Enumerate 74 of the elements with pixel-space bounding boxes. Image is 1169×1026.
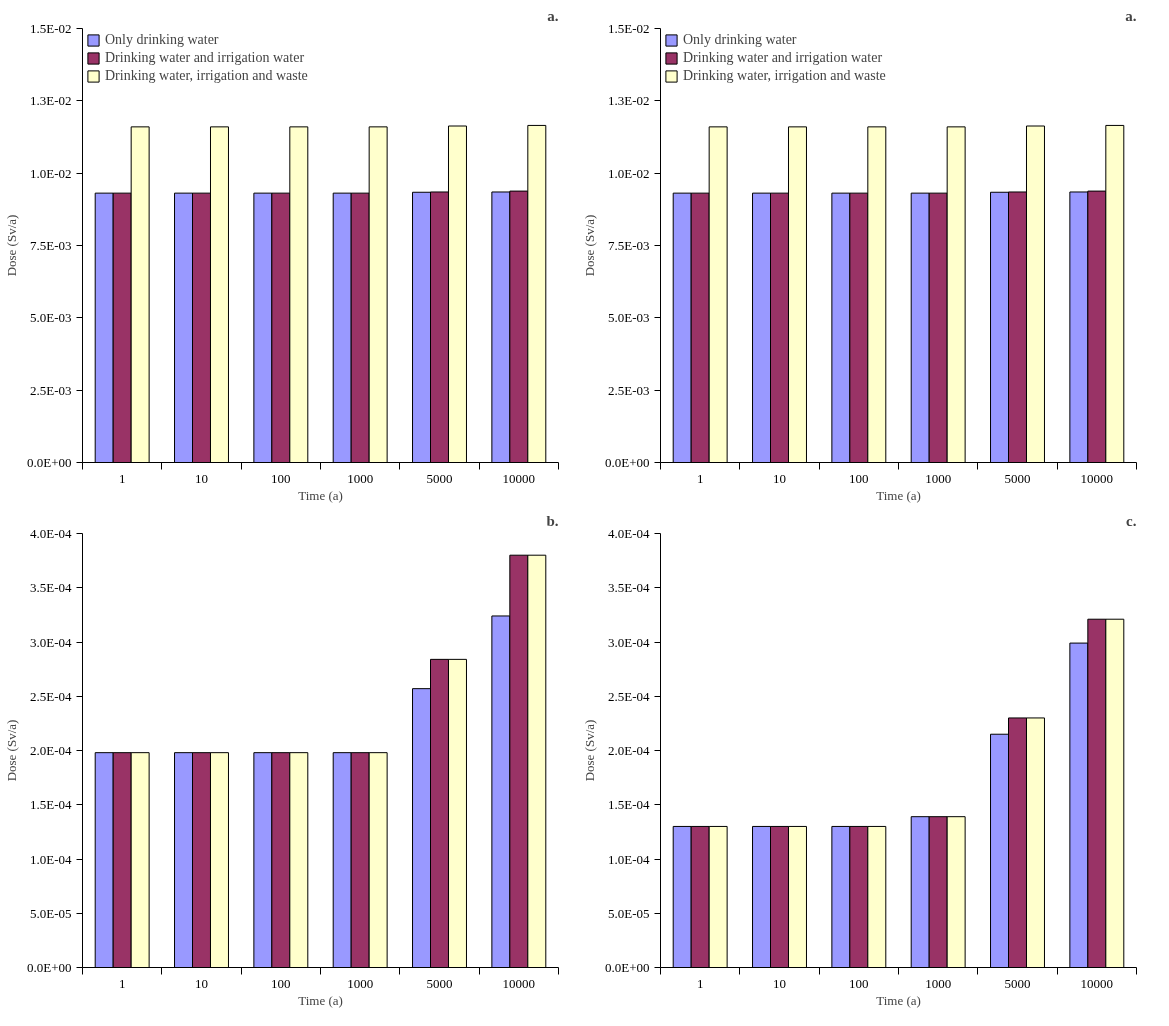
x-tick-label: 5000 [426,470,453,486]
y-tick-label: 3.5E-04 [607,580,650,596]
x-axis-title: Time (a) [876,992,921,1008]
x-tick-label: 1000 [347,470,374,486]
y-tick-label: 3.0E-04 [29,634,72,650]
y-tick-label: 7.5E-03 [607,238,650,253]
x-tick-label: 1000 [925,975,952,991]
y-tick-label: 0.0E+00 [604,455,650,470]
legend-label: Only drinking water [683,32,797,48]
y-tick-label: 5.0E-03 [607,310,650,326]
y-tick-label: 0.0E+00 [26,455,72,470]
y-tick-label: 5.0E-05 [607,905,650,921]
y-tick-label: 0.0E+00 [604,960,650,975]
x-tick-label: 100 [271,975,291,991]
chart-title: b. [546,512,559,529]
x-tick-label: 1 [118,975,126,991]
x-tick-label: 10000 [502,470,536,486]
y-axis-title: Dose (Sv/a) [3,214,19,277]
legend-label: Drinking water and irrigation water [683,50,883,66]
y-tick-label: 1.3E-02 [29,93,72,109]
y-tick-label: 2.0E-04 [607,743,650,758]
y-axis-title: Dose (Sv/a) [581,719,597,782]
x-tick-label: 10000 [502,975,536,991]
y-tick-label: 1.5E-02 [607,21,650,36]
y-tick-label: 5.0E-03 [29,310,72,326]
y-tick-label: 4.0E-04 [607,526,650,541]
y-tick-label: 2.0E-04 [29,743,72,758]
y-tick-label: 1.0E-02 [607,165,650,181]
x-axis-title: Time (a) [298,487,343,503]
y-tick-label: 1.5E-02 [29,21,72,36]
legend-label: Only drinking water [105,32,219,48]
y-tick-label: 2.5E-03 [29,382,72,398]
x-tick-label: 1 [118,470,126,486]
y-tick-label: 4.0E-04 [29,526,72,541]
x-axis-title: Time (a) [876,487,921,503]
y-axis-title: Dose (Sv/a) [3,719,19,782]
x-tick-label: 10 [773,975,786,991]
x-tick-label: 5000 [1004,975,1031,991]
y-axis-title: Dose (Sv/a) [581,214,597,277]
legend-label: Drinking water, irrigation and waste [105,68,308,84]
x-tick-label: 10 [195,470,208,486]
x-tick-label: 5000 [1004,470,1031,486]
legend-label: Drinking water, irrigation and waste [683,68,886,84]
legend-label: Drinking water and irrigation water [105,50,305,66]
x-axis-title: Time (a) [298,992,343,1008]
x-tick-label: 1 [696,975,704,991]
x-tick-label: 1000 [347,975,374,991]
y-tick-label: 0.0E+00 [26,960,72,975]
x-tick-label: 100 [849,975,869,991]
y-tick-label: 5.0E-05 [29,905,72,921]
y-tick-label: 1.0E-02 [29,165,72,181]
x-tick-label: 5000 [426,975,453,991]
y-tick-label: 3.5E-04 [29,580,72,596]
y-tick-label: 2.5E-04 [607,688,650,704]
y-tick-label: 7.5E-03 [29,238,72,253]
x-tick-label: 10000 [1080,975,1114,991]
x-tick-label: 10 [773,470,786,486]
y-tick-label: 1.3E-02 [607,93,650,109]
x-tick-label: 1000 [925,470,952,486]
y-tick-label: 3.0E-04 [607,634,650,650]
y-tick-label: 1.0E-04 [29,851,72,867]
chart-title: a. [547,7,559,24]
y-tick-label: 2.5E-03 [607,382,650,398]
x-tick-label: 100 [849,470,869,486]
x-tick-label: 100 [271,470,291,486]
y-tick-label: 1.5E-04 [29,797,72,813]
x-tick-label: 10 [195,975,208,991]
chart-title: c. [1126,512,1137,529]
x-tick-label: 1 [696,470,704,486]
y-tick-label: 1.5E-04 [607,797,650,813]
x-tick-label: 10000 [1080,470,1114,486]
chart-title: a. [1125,7,1137,24]
y-tick-label: 2.5E-04 [29,688,72,704]
y-tick-label: 1.0E-04 [607,851,650,867]
